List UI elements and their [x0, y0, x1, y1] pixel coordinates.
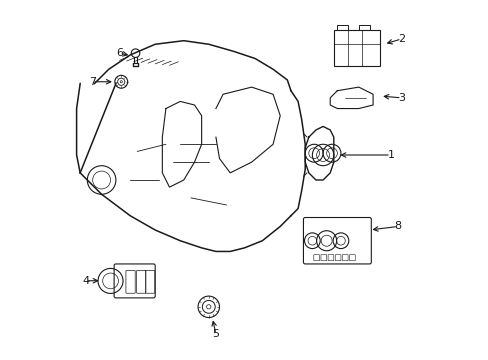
Text: 3: 3	[397, 93, 405, 103]
Text: 8: 8	[394, 221, 401, 231]
Text: 1: 1	[386, 150, 394, 160]
Text: 6: 6	[116, 48, 122, 58]
Text: 2: 2	[397, 34, 405, 44]
Text: 4: 4	[82, 276, 89, 286]
Text: 5: 5	[212, 329, 219, 339]
Text: 7: 7	[89, 77, 96, 87]
